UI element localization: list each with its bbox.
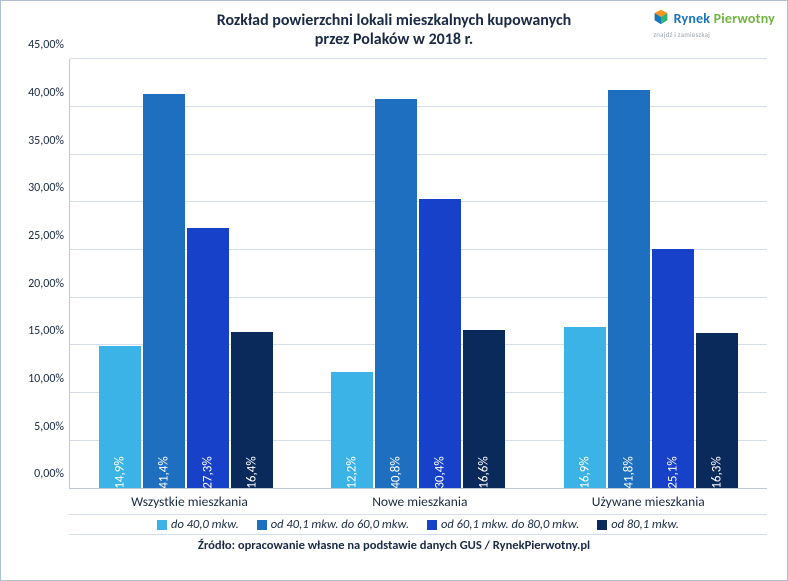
legend-item: od 40,1 mkw. do 60,0 mkw. <box>257 517 409 532</box>
bar-value-label: 40,8% <box>389 457 404 489</box>
legend-label: od 60,1 mkw. do 80,0 mkw. <box>441 517 579 532</box>
bar-value-label: 12,2% <box>345 457 360 489</box>
bar: 40,8% <box>375 99 417 488</box>
bar: 16,4% <box>231 332 273 488</box>
y-tick-label: 45,00% <box>28 38 70 52</box>
logo-subtext: znajdź i zamieszkaj <box>653 30 710 39</box>
bar-value-label: 25,1% <box>665 457 680 489</box>
y-tick-label: 0,00% <box>34 467 70 481</box>
legend-label: do 40,0 mkw. <box>171 517 239 532</box>
bar: 25,1% <box>652 249 694 488</box>
y-tick-label: 15,00% <box>28 324 70 338</box>
bar-groups: 14,9% 41,4% 27,3% 16,4% 12,2% 40,8% 30,4% 16,6%… <box>70 59 767 488</box>
bar: 12,2% <box>331 372 373 488</box>
y-tick-label: 25,00% <box>28 229 70 243</box>
legend-swatch <box>597 520 607 530</box>
y-tick-label: 5,00% <box>34 420 70 434</box>
bar-value-label: 16,4% <box>245 457 260 489</box>
legend-label: od 40,1 mkw. do 60,0 mkw. <box>271 517 409 532</box>
bar: 41,8% <box>608 90 650 488</box>
bar-value-label: 27,3% <box>201 457 216 489</box>
y-tick-label: 35,00% <box>28 134 70 148</box>
y-tick-label: 30,00% <box>28 181 70 195</box>
y-tick-label: 40,00% <box>28 86 70 100</box>
bar: 16,3% <box>696 333 738 488</box>
source-text: Źródło: opracowanie własne na podstawie … <box>9 538 779 553</box>
chart-container: Rynek Pierwotny znajdź i zamieszkaj Rozk… <box>1 1 787 580</box>
plot-area: 0,00%5,00%10,00%15,00%20,00%25,00%30,00%… <box>69 59 767 489</box>
legend-label: od 80,1 mkw. <box>611 517 679 532</box>
bar-value-label: 16,3% <box>709 457 724 489</box>
x-axis-labels: Wszystkie mieszkania Nowe mieszkania Używa… <box>69 493 767 510</box>
bar: 27,3% <box>187 228 229 488</box>
legend-item: od 80,1 mkw. <box>597 517 679 532</box>
bar-value-label: 16,6% <box>477 457 492 489</box>
bar-value-label: 16,9% <box>577 457 592 489</box>
legend-swatch <box>157 520 167 530</box>
title-line-1: Rozkład powierzchni lokali mieszkalnych … <box>217 11 571 30</box>
logo-text: Rynek Pierwotny <box>674 10 775 27</box>
bar-group: 16,9% 41,8% 25,1% 16,3% <box>564 59 738 488</box>
x-category-label: Nowe mieszkania <box>372 493 467 510</box>
bar-value-label: 41,8% <box>621 457 636 489</box>
x-category-label: Wszystkie mieszkania <box>131 493 248 510</box>
y-tick-label: 10,00% <box>28 372 70 386</box>
bar: 41,4% <box>143 94 185 489</box>
legend-swatch <box>427 520 437 530</box>
bar-group: 12,2% 40,8% 30,4% 16,6% <box>331 59 505 488</box>
bar: 14,9% <box>99 346 141 488</box>
bar: 16,9% <box>564 327 606 488</box>
legend: do 40,0 mkw. od 40,1 mkw. do 60,0 mkw. od … <box>69 514 767 535</box>
legend-item: do 40,0 mkw. <box>157 517 239 532</box>
y-tick-label: 20,00% <box>28 277 70 291</box>
bar: 30,4% <box>419 199 461 489</box>
bar-value-label: 14,9% <box>113 457 128 489</box>
title-line-2: przez Polaków w 2018 r. <box>315 30 473 49</box>
legend-item: od 60,1 mkw. do 80,0 mkw. <box>427 517 579 532</box>
brand-logo: Rynek Pierwotny znajdź i zamieszkaj <box>653 9 775 40</box>
cube-icon <box>653 9 669 25</box>
bar-group: 14,9% 41,4% 27,3% 16,4% <box>99 59 273 488</box>
bar-value-label: 30,4% <box>433 457 448 489</box>
x-category-label: Używane mieszkania <box>592 493 705 510</box>
bar: 16,6% <box>463 330 505 488</box>
bar-value-label: 41,4% <box>157 457 172 489</box>
legend-swatch <box>257 520 267 530</box>
